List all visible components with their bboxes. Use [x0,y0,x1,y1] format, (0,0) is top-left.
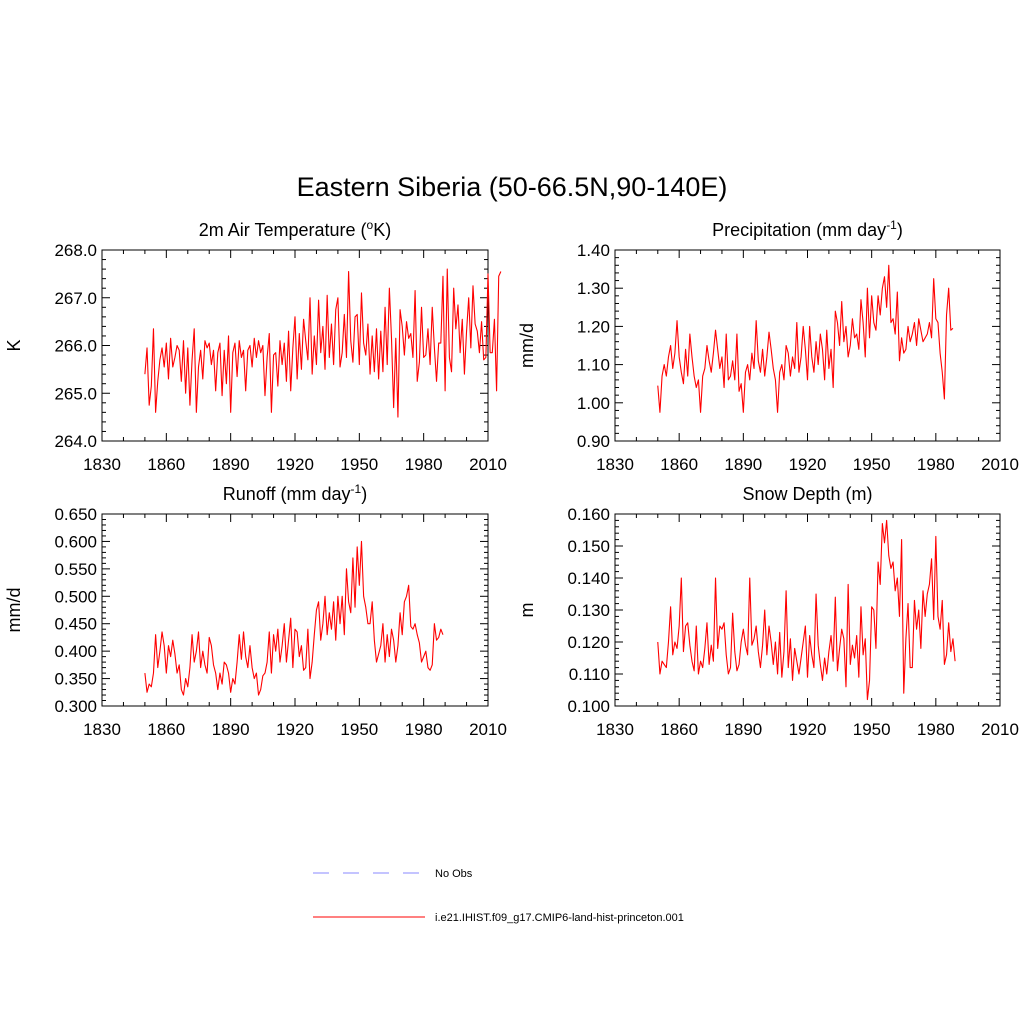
panel-title-text: Precipitation (mm day [712,220,886,240]
panel-title-precipitation: Precipitation (mm day-1) [712,218,903,240]
y-tick-label: 0.550 [54,560,97,579]
panel-title-temperature: 2m Air Temperature (oK) [199,218,391,240]
x-tick-label: 1980 [405,720,443,739]
x-tick-label: 1920 [789,455,827,474]
y-axis-label-runoff: mm/d [4,588,24,633]
x-tick-label: 1860 [147,455,185,474]
y-tick-label: 1.30 [577,279,610,298]
y-axis-label-temperature: K [4,339,24,351]
panel-title-tail: K) [373,220,391,240]
y-tick-label: 266.0 [54,337,97,356]
x-tick-label: 2010 [981,720,1019,739]
y-tick-label: 265.0 [54,384,97,403]
panel-title-text: 2m Air Temperature ( [199,220,367,240]
x-tick-label: 1890 [724,455,762,474]
x-tick-label: 1920 [276,455,314,474]
x-tick-label: 1920 [789,720,827,739]
y-tick-label: 0.100 [567,697,610,716]
y-axis-label-snow-depth: m [517,603,537,618]
x-tick-label: 1830 [596,720,634,739]
plot-frame-runoff [101,513,489,707]
x-tick-label: 1950 [853,455,891,474]
y-tick-label: 0.120 [567,633,610,652]
y-tick-label: 0.500 [54,587,97,606]
x-tick-label: 1860 [660,720,698,739]
plot-frame-precipitation [614,249,1001,442]
x-tick-label: 1950 [340,455,378,474]
x-tick-label: 2010 [469,720,507,739]
panel-title-superscript: -1 [351,482,362,496]
y-tick-label: 0.400 [54,642,97,661]
panel-title-superscript: o [367,218,374,232]
series-line-temperature [144,268,502,418]
y-tick-label: 0.110 [569,665,610,684]
y-tick-label: 0.160 [567,505,610,524]
y-tick-label: 1.20 [577,317,610,336]
panel-title-text: Runoff (mm day [223,484,351,504]
figure-title: Eastern Siberia (50-66.5N,90-140E) [297,172,728,202]
y-tick-label: 1.00 [577,394,610,413]
panel-title-snow-depth: Snow Depth (m) [742,484,872,504]
x-tick-label: 1890 [724,720,762,739]
series-line-precipitation [657,264,954,413]
x-tick-label: 1830 [596,455,634,474]
panel-temperature: 1830 1860 1890 1920 1950 1980 2010 264.0 265.0 26… [4,218,507,474]
series-line-snow-depth [657,519,956,701]
legend-label-model: i.e21.IHIST.f09_g17.CMIP6-land-hist-prin… [435,912,684,924]
x-tick-label: 1950 [853,720,891,739]
x-tick-label: 1860 [147,720,185,739]
x-tick-label: 1980 [917,720,955,739]
y-tick-label: 1.10 [577,356,610,375]
panel-title-runoff: Runoff (mm day-1) [223,482,367,504]
plot-frame-temperature [101,249,489,442]
y-tick-label: 268.0 [54,241,97,260]
legend-label-no-obs: No Obs [435,868,473,880]
y-tick-label: 0.90 [577,432,610,451]
x-tick-label: 1890 [212,720,250,739]
y-tick-label: 0.600 [54,532,97,551]
panel-title-tail: ) [361,484,367,504]
x-tick-label: 1830 [83,455,121,474]
y-tick-label: 0.150 [567,537,610,556]
x-tick-label: 2010 [469,455,507,474]
y-tick-label: 0.650 [54,505,97,524]
x-tick-label: 1950 [340,720,378,739]
series-line-runoff [144,540,444,696]
y-tick-label: 0.300 [54,697,97,716]
panel-title-tail: ) [897,220,903,240]
x-tick-label: 1830 [83,720,121,739]
x-tick-label: 1920 [276,720,314,739]
panels-group: 1830 1860 1890 1920 1950 1980 2010 264.0 265.0 26… [4,218,1019,739]
y-tick-label: 264.0 [54,432,97,451]
x-tick-label: 2010 [981,455,1019,474]
panel-runoff: 1830 1860 1890 1920 1950 1980 2010 0.300 0.350 0.… [4,482,507,739]
y-axis-label-precipitation: mm/d [517,323,537,368]
y-tick-label: 0.140 [567,569,610,588]
x-tick-label: 1860 [660,455,698,474]
x-tick-label: 1890 [212,455,250,474]
y-tick-label: 0.130 [567,601,610,620]
y-tick-label: 0.350 [54,670,97,689]
y-tick-label: 267.0 [54,289,97,308]
y-tick-label: 1.40 [577,241,610,260]
panel-precipitation: 1830 1860 1890 1920 1950 1980 2010 0.90 1.00 1.10… [517,218,1019,474]
panel-snow-depth: 1830 1860 1890 1920 1950 1980 2010 0.100 0.110 0.… [517,484,1019,739]
panel-title-superscript: -1 [886,218,897,232]
x-tick-label: 1980 [405,455,443,474]
x-tick-label: 1980 [917,455,955,474]
legend: No Obs i.e21.IHIST.f09_g17.CMIP6-land-hi… [313,868,684,924]
panel-title-text: Snow Depth (m) [742,484,872,504]
y-tick-label: 0.450 [54,615,97,634]
